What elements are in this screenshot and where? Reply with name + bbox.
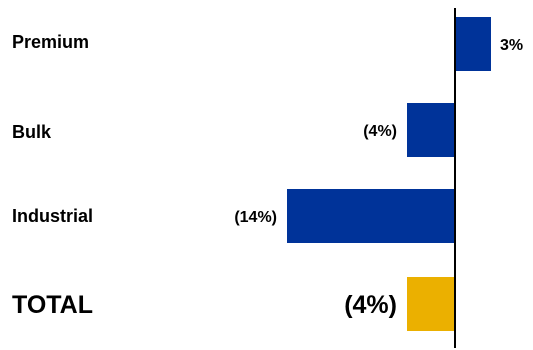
category-label-total: TOTAL xyxy=(12,291,93,319)
category-label-bulk: Bulk xyxy=(12,122,52,142)
value-label-industrial: (14%) xyxy=(234,209,277,226)
value-label-bulk: (4%) xyxy=(363,123,397,140)
category-label-premium: Premium xyxy=(12,32,89,52)
bar-premium xyxy=(455,17,491,71)
bars xyxy=(287,17,491,331)
value-label-total: (4%) xyxy=(344,291,397,319)
value-label-premium: 3% xyxy=(500,37,523,54)
category-label-industrial: Industrial xyxy=(12,206,93,226)
bar-industrial xyxy=(287,189,455,243)
category-labels: Premium Bulk Industrial TOTAL xyxy=(12,32,93,319)
bar-total xyxy=(407,277,455,331)
bar-bulk xyxy=(407,103,455,157)
value-labels: 3% (4%) (14%) (4%) xyxy=(234,37,523,319)
